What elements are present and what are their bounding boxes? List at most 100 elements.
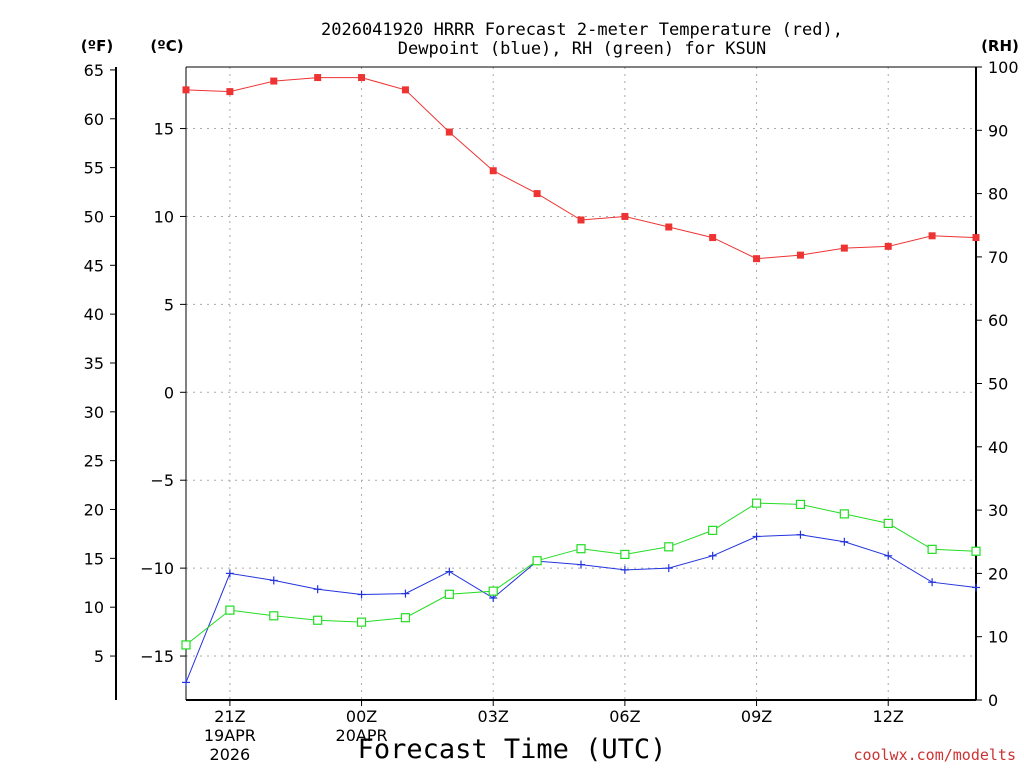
temperature-point	[182, 86, 190, 94]
rh-point	[664, 542, 674, 552]
dewpoint-point	[884, 551, 893, 560]
rh-point	[883, 518, 893, 528]
temperature-point	[884, 242, 892, 250]
fahrenheit-tick-label: 40	[84, 305, 104, 324]
temperature-point	[753, 255, 761, 263]
rh-point	[839, 509, 849, 519]
celsius-tick-label: −10	[140, 559, 174, 578]
rh-point	[269, 611, 279, 621]
rh-point	[971, 546, 981, 556]
x-tick-label: 00Z	[346, 707, 377, 726]
celsius-unit-label: (ºC)	[150, 37, 183, 55]
temperature-point	[796, 251, 804, 259]
rh-tick-label: 100	[988, 58, 1019, 77]
x-tick-year-label: 2026	[210, 745, 251, 764]
dewpoint-point	[401, 589, 410, 598]
rh-point	[356, 617, 367, 627]
temperature-point	[401, 86, 409, 94]
fahrenheit-tick-label: 65	[84, 61, 104, 80]
temperature-point	[577, 216, 585, 224]
temperature-point	[621, 212, 629, 220]
rh-line	[185, 502, 977, 646]
temperature-point	[445, 128, 453, 136]
temperature-point	[928, 232, 936, 240]
temperature-point	[840, 244, 848, 252]
x-tick-date-label: 19APR	[204, 726, 256, 745]
grid-lines	[186, 67, 976, 700]
rh-point	[400, 613, 411, 623]
fahrenheit-tick-label: 25	[84, 452, 104, 471]
dewpoint-point	[840, 537, 849, 546]
rh-tick-label: 90	[988, 121, 1008, 140]
dewpoint-point	[796, 530, 805, 539]
dewpoint-point	[664, 564, 673, 573]
dewpoint-point	[752, 532, 761, 541]
rh-point	[225, 605, 235, 615]
temperature-point	[709, 234, 717, 242]
celsius-tick-label: 15	[154, 120, 174, 139]
rh-point	[751, 498, 762, 508]
temperature-point	[314, 74, 322, 82]
x-tick-label: 09Z	[741, 707, 772, 726]
chart-title-line1: 2026041920 HRRR Forecast 2-meter Tempera…	[321, 20, 843, 40]
fahrenheit-tick-label: 15	[84, 549, 104, 568]
fahrenheit-tick-label: 30	[84, 403, 104, 422]
fahrenheit-unit-label: (ºF)	[81, 37, 113, 55]
rh-tick-label: 50	[988, 375, 1008, 394]
dewpoint-point	[182, 678, 190, 687]
dewpoint-point	[269, 576, 278, 585]
temperature-point	[358, 74, 366, 82]
rh-tick-label: 70	[988, 248, 1008, 267]
rh-point	[444, 589, 454, 599]
data-series	[181, 74, 981, 687]
x-tick-label: 03Z	[478, 707, 509, 726]
temperature-line	[185, 77, 977, 260]
temperature-point	[972, 234, 980, 242]
celsius-tick-label: −5	[150, 471, 174, 490]
rh-tick-label: 20	[988, 564, 1008, 583]
dewpoint-line	[185, 534, 977, 683]
temperature-point	[226, 88, 234, 96]
x-tick-date-label: 20APR	[336, 726, 388, 745]
x-tick-label: 21Z	[214, 707, 245, 726]
rh-tick-label: 80	[988, 185, 1008, 204]
temperature-point	[533, 190, 541, 198]
rh-tick-label: 30	[988, 501, 1008, 520]
dewpoint-point	[445, 567, 454, 576]
rh-point	[488, 586, 498, 596]
fahrenheit-tick-label: 55	[84, 159, 104, 178]
dewpoint-point	[708, 551, 717, 560]
fahrenheit-tick-label: 5	[94, 647, 104, 666]
x-axis-label: Forecast Time (UTC)	[358, 734, 667, 765]
rh-point	[620, 549, 630, 560]
axes	[110, 66, 982, 706]
rh-unit-label: (RH)	[981, 37, 1019, 55]
rh-point	[927, 544, 937, 554]
fahrenheit-tick-label: 45	[84, 256, 104, 275]
watermark: coolwx.com/modelts	[853, 746, 1016, 764]
celsius-tick-label: 0	[164, 383, 174, 402]
dewpoint-point	[928, 578, 937, 587]
dewpoint-point	[357, 590, 366, 599]
rh-point	[532, 556, 542, 566]
rh-point	[181, 640, 191, 650]
x-tick-label: 06Z	[609, 707, 640, 726]
celsius-tick-label: −15	[140, 647, 174, 666]
dewpoint-point	[620, 565, 629, 574]
celsius-tick-label: 10	[154, 207, 174, 226]
fahrenheit-tick-label: 50	[84, 207, 104, 226]
temperature-point	[489, 167, 497, 175]
rh-tick-label: 40	[988, 438, 1008, 457]
fahrenheit-tick-label: 10	[84, 598, 104, 617]
rh-tick-label: 0	[988, 691, 998, 710]
dewpoint-point	[972, 583, 980, 592]
rh-point	[795, 499, 806, 510]
temperature-point	[665, 223, 673, 231]
rh-tick-label: 10	[988, 628, 1008, 647]
temperature-point	[270, 77, 278, 85]
x-tick-label: 12Z	[873, 707, 904, 726]
rh-point	[708, 525, 718, 535]
fahrenheit-tick-label: 35	[84, 354, 104, 373]
dewpoint-point	[225, 569, 234, 578]
rh-tick-label: 60	[988, 311, 1008, 330]
